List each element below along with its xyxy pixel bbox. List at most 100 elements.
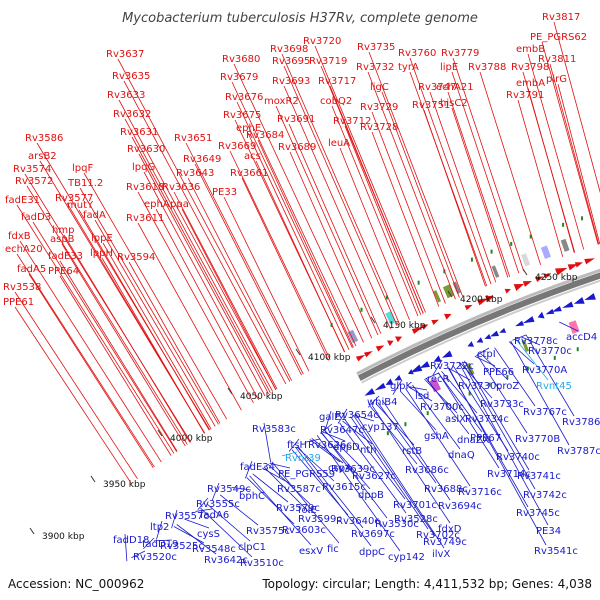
tick-mark [295,348,301,356]
reverse-gene-label: ctpI [477,349,496,360]
reverse-cds-arrow [364,388,376,396]
reverse-gene-label-leader [452,365,509,452]
reverse-gene-label: dppB [358,490,384,501]
forward-gene-label: Rv3693 [272,76,310,87]
reverse-gene-label-leader [252,473,289,503]
forward-gene-label-leader [479,71,542,265]
forward-gene-label: PE33 [212,187,237,198]
reverse-gene-label-leader [381,399,451,501]
forward-cds-arrow [477,298,489,306]
reverse-gene-label-leader [408,386,428,391]
composition-bar-outer [385,310,397,325]
reverse-gene-label: ftsH [287,440,307,451]
forward-gene-label: Rv3779 [441,48,479,59]
forward-gene-label-leader [124,118,274,392]
genome-details-text: Topology: circular; Length: 4,411,532 bp… [261,577,592,591]
forward-gene-label: echA20 [5,244,43,255]
reverse-gene-label-leader [200,507,253,558]
rna-gene-label: Rvnt45 [536,381,572,392]
forward-gene-label: Rv3732 [356,62,394,73]
forward-gene-label-leader [155,208,259,401]
forward-gene-label: leuA [328,138,350,149]
forward-gene-label-leader [557,83,600,245]
reverse-gene-label: Rv3740c [496,452,540,463]
forward-gene-label-leader [118,99,277,390]
reverse-gene-label: Rv3627c [352,471,396,482]
reverse-gene-label-leader [321,432,388,519]
tick-mark [90,475,96,483]
reverse-gene-label: Rv3730c [458,381,502,392]
reverse-cds-arrow [537,311,545,319]
gc-skew-dot-outer [510,241,513,246]
forward-gene-label-leader [102,242,212,430]
forward-gene-label-leader [24,173,192,443]
reverse-gene-label-leader [441,370,478,414]
backbone-outer [356,268,600,376]
forward-gene-label-leader [59,275,172,456]
reverse-gene-label-leader [510,340,570,446]
forward-gene-label-leader [283,85,391,330]
forward-gene-label-leader [231,81,357,347]
forward-gene-label-leader [32,221,178,452]
reverse-gene-label: Rv3686c [405,465,449,476]
reverse-cds-arrow [441,350,453,358]
forward-cds-arrow [411,326,424,334]
reverse-gene-label: fadE34 [240,462,275,473]
reverse-gene-label: Rv3714c [487,469,531,480]
forward-gene-label-leader [128,261,221,424]
composition-bar-outer [491,265,500,278]
forward-gene-label: Rv3586 [25,133,63,144]
reverse-gene-label: Rv3654c [335,410,379,421]
forward-cds-arrow [431,319,439,326]
reverse-gene-label-leader [520,336,541,346]
reverse-gene-label: Rv3742c [523,490,567,501]
reverse-gene-label-leader [448,367,547,546]
forward-cds-arrow [513,284,525,291]
gene-labels: Rv3817PE_PGRS62Rv3811pirGembBRv3798embAR… [3,12,600,569]
tick-label: 3900 kbp [42,532,85,542]
reverse-gene-label: cyp142 [388,552,425,563]
reverse-gene-label: Rv3530c [375,519,419,530]
forward-gene-label: ligC [370,82,389,93]
forward-gene-label-leader [283,65,398,326]
forward-gene-label: lppE [91,233,113,244]
forward-cds-arrow [387,340,394,347]
forward-cds-arrow [464,304,473,311]
forward-gene-label: Rv3630 [127,144,165,155]
tick-label: 4150 kbp [383,321,426,331]
reverse-gene-label: Rv3749c [423,537,467,548]
forward-gene-label-leader [241,177,329,361]
forward-gene-label-leader [14,291,138,480]
reverse-cds-arrow [584,293,596,301]
forward-gene-label: Rv3684 [246,130,284,141]
tick-label: 4000 kbp [170,434,213,444]
reverse-gene-label: Rv3701c [393,500,437,511]
forward-gene-label-leader [447,91,511,277]
reverse-gene-label: Rv3640c [336,516,380,527]
reverse-gene-label-leader [476,347,490,356]
gc-skew-dot-outer [490,249,493,254]
forward-gene-label: Rv3577 [55,193,93,204]
reverse-gene-label: Rv3587c [277,484,321,495]
reverse-gene-label-leader [512,334,527,341]
forward-gene-label: cobQ2 [320,96,352,107]
reverse-cds-arrow [515,320,524,327]
composition-bar-inner [465,362,475,376]
reverse-cds-arrow [433,355,442,362]
reverse-gene-label: Rv3583c [252,424,296,435]
reverse-gene-label: dnaQ [448,450,475,461]
forward-gene-label: Rv3643 [176,168,214,179]
reverse-gene-label-leader [324,430,365,471]
forward-gene-label: Rv3649 [183,154,221,165]
gc-skew-dot-inner [445,402,448,407]
forward-cds-arrow [485,295,494,303]
tick-mark [29,527,35,535]
forward-gene-label-leader [527,53,585,250]
forward-gene-label-leader [451,107,509,278]
forward-gene-label-leader [101,257,205,434]
reverse-gene-label-leader [197,497,209,511]
reverse-gene-label: Rv3770c [528,346,572,357]
forward-gene-label-leader [233,63,364,343]
reverse-gene-label: Rv3688c [424,484,468,495]
